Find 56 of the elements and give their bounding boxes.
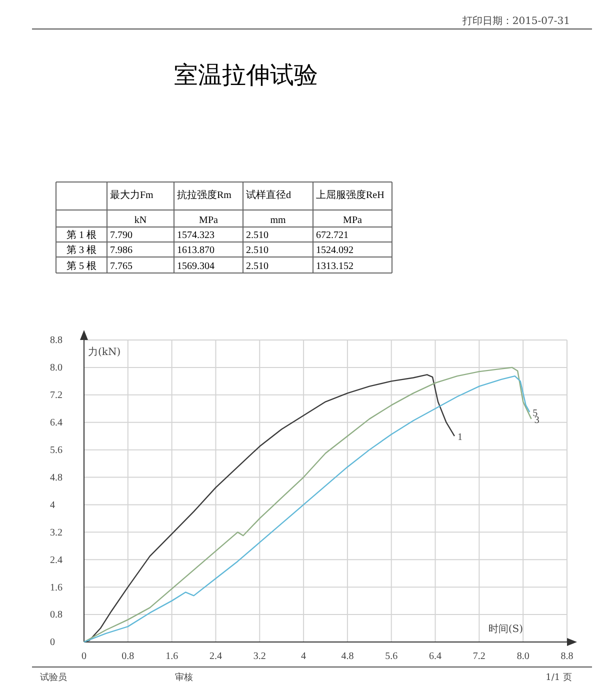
text: 打印日期：2015-07-31 (461, 15, 570, 27)
text: 第 5 根 (66, 260, 96, 272)
x-tick-label: 2.4 (209, 651, 222, 662)
x-tick-label: 7.2 (472, 651, 486, 662)
text: 1524.092 (316, 245, 354, 256)
text: 672.721 (316, 230, 348, 241)
text: MPa (343, 215, 362, 226)
x-tick-label: 6.4 (429, 651, 442, 662)
x-tick-label: 0 (82, 651, 86, 662)
text: 抗拉强度Rm (177, 189, 232, 201)
y-tick-label: 4.8 (50, 472, 62, 484)
y-tick-label: 8.0 (50, 362, 62, 374)
x-axis-title: 时间(S) (488, 623, 524, 635)
text: 2.510 (246, 230, 268, 241)
y-tick-label: 0.8 (50, 610, 62, 621)
y-tick-label: 4 (50, 500, 55, 511)
text: 第 3 根 (66, 244, 96, 256)
series-label: 3 (534, 414, 540, 426)
text: 试样直径d (246, 189, 291, 201)
text: 1613.870 (177, 245, 214, 256)
x-tick-label: 8.0 (516, 651, 530, 662)
y-tick-label: 2.4 (50, 554, 62, 566)
y-tick-label: 7.2 (50, 390, 62, 402)
y-tick-label: 6.4 (50, 418, 62, 429)
text: mm (270, 215, 286, 226)
x-tick-label: 4.8 (341, 651, 354, 662)
y-tick-label: 1.6 (50, 582, 62, 594)
x-tick-label: 8.8 (560, 651, 574, 662)
text: 7.765 (110, 261, 132, 272)
text: 试验员 (40, 672, 67, 683)
text: MPa (199, 215, 218, 226)
text: 第 1 根 (66, 229, 96, 241)
text: 7.986 (110, 245, 132, 256)
y-tick-label: 0 (50, 637, 55, 648)
text: kN (134, 215, 147, 226)
y-tick-label: 8.8 (50, 335, 62, 346)
x-tick-label: 4 (301, 651, 306, 662)
text: 审核 (175, 672, 193, 683)
x-tick-label: 3.2 (253, 651, 266, 662)
series-label: 1 (457, 432, 462, 444)
text: 1/1 页 (546, 673, 572, 683)
text: 2.510 (246, 245, 268, 256)
chart-title: 室温拉伸试验 (174, 62, 318, 89)
y-tick-label: 3.2 (50, 527, 62, 538)
text: 2.510 (246, 261, 268, 272)
text: 1569.304 (177, 261, 214, 272)
x-tick-label: 5.6 (385, 651, 398, 662)
text: 1574.323 (177, 230, 214, 241)
x-tick-label: 1.6 (166, 651, 178, 662)
y-tick-label: 5.6 (50, 445, 62, 456)
text: 7.790 (110, 230, 132, 241)
x-tick-label: 0.8 (122, 651, 134, 662)
text: 1313.152 (316, 261, 354, 272)
text: 最大力Fm (110, 189, 154, 201)
y-axis-title: 力(kN) (88, 346, 121, 358)
text: 上屈服强度ReH (316, 189, 384, 201)
